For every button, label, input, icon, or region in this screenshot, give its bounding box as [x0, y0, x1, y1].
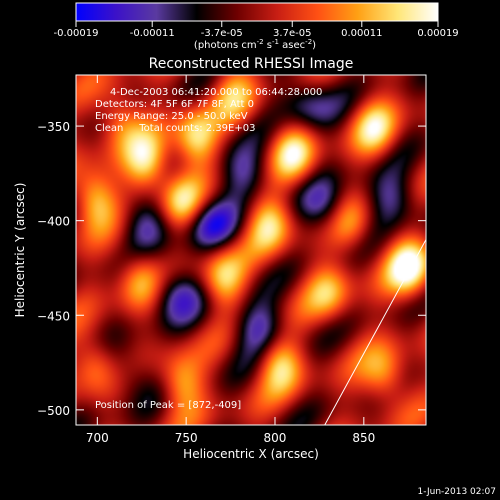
colorbar-tick-label: 0.00019 — [417, 28, 458, 39]
footer-timestamp: 1-Jun-2013 02:07 — [418, 487, 497, 497]
heatmap-image — [76, 75, 426, 425]
solar-limb-line — [324, 239, 426, 425]
x-tick-label: 850 — [352, 431, 375, 445]
info-line-counts: Clean Total counts: 2.39E+03 — [95, 123, 255, 134]
colorbar-tick-label: -0.00011 — [130, 28, 175, 39]
info-block: 4-Dec-2003 06:41:20.000 to 06:44:28.000 … — [95, 87, 322, 134]
y-axis-label: Heliocentric Y (arcsec) — [13, 183, 27, 318]
plot-frame — [75, 74, 427, 426]
colorbar-units-label: (photons cm-2 s-1 asec-2) — [194, 38, 316, 51]
peak-position-label: Position of Peak = [872,-409] — [95, 400, 241, 411]
x-axis-label: Heliocentric X (arcsec) — [183, 447, 319, 461]
info-line-detectors: Detectors: 4F 5F 6F 7F 8F, Att 0 — [95, 99, 254, 110]
colorbar-tick-label: 0.00011 — [341, 28, 382, 39]
x-tick-label: 700 — [86, 431, 109, 445]
y-tick-label: −500 — [37, 404, 70, 418]
colorbar-gradient — [75, 2, 439, 22]
colorbar-tick-label: 3.7e-05 — [273, 28, 311, 39]
x-tick-label: 750 — [175, 431, 198, 445]
y-tick-label: −450 — [37, 309, 70, 323]
y-tick-label: −400 — [37, 215, 70, 229]
chart-title: Reconstructed RHESSI Image — [149, 56, 354, 72]
colorbar-tick-label: -3.7e-05 — [201, 28, 243, 39]
x-tick-label: 800 — [264, 431, 287, 445]
y-axis: −350 −400 −450 −500 — [37, 120, 426, 418]
heatmap-raster — [76, 75, 426, 425]
x-axis: 700 750 800 850 — [86, 75, 375, 445]
info-line-time: 4-Dec-2003 06:41:20.000 to 06:44:28.000 — [110, 87, 322, 98]
colorbar-ticks: -0.00019 -0.00011 -3.7e-05 3.7e-05 0.00011 0.… — [54, 21, 459, 39]
y-tick-label: −350 — [37, 120, 70, 134]
colorbar-tick-label: -0.00019 — [54, 28, 99, 39]
colorbar: -0.00019 -0.00011 -3.7e-05 3.7e-05 0.00011 0.… — [54, 2, 459, 51]
info-line-energy: Energy Range: 25.0 - 50.0 keV — [95, 111, 248, 122]
